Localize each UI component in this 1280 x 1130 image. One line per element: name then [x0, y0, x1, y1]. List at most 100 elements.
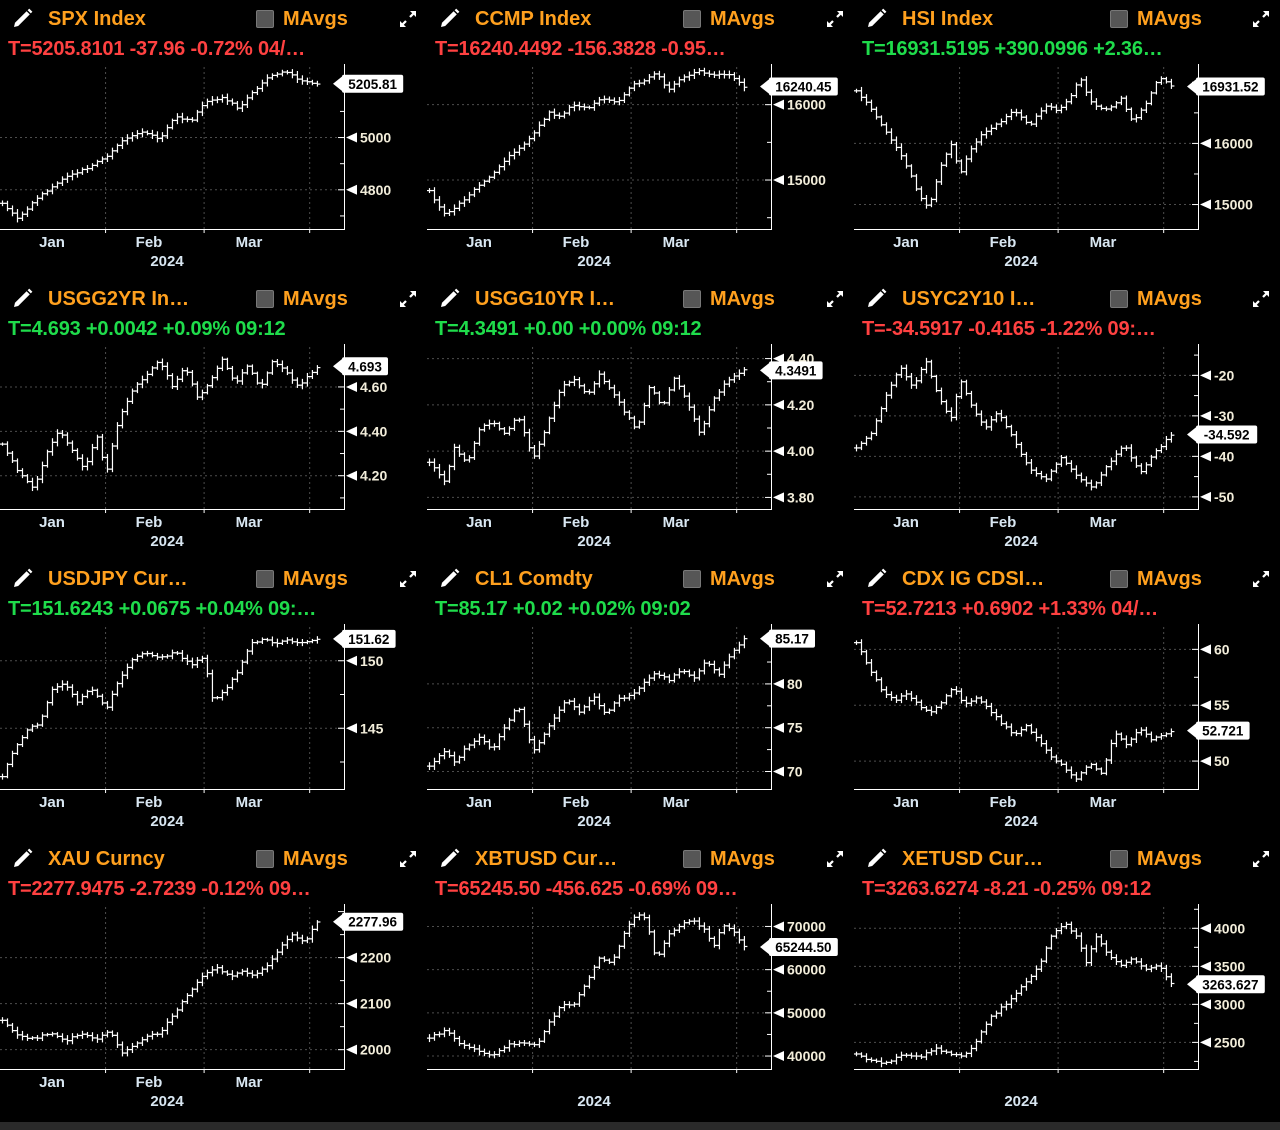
- ticker-title[interactable]: SPX Index: [48, 7, 146, 30]
- expand-arrows-icon[interactable]: [824, 8, 846, 30]
- price-chart[interactable]: 70000 60000 50000 40000 65244.50: [427, 903, 853, 1073]
- price-chart[interactable]: 16000 15000 16240.45: [427, 63, 853, 233]
- pencil-icon[interactable]: [437, 567, 461, 591]
- ticker-title[interactable]: USGG10YR I…: [475, 287, 616, 310]
- expand-arrows-icon[interactable]: [1250, 568, 1272, 590]
- ticker-title[interactable]: USYC2Y10 I…: [902, 287, 1036, 310]
- ticker-title[interactable]: HSI Index: [902, 7, 994, 30]
- mavgs-checkbox[interactable]: [683, 850, 701, 868]
- month-label: Feb: [135, 234, 163, 251]
- mavgs-checkbox[interactable]: [256, 10, 274, 28]
- pencil-icon[interactable]: [10, 7, 34, 31]
- mavgs-label: MAvgs: [1137, 567, 1202, 590]
- price-chart[interactable]: 80 75 70 85.17: [427, 623, 853, 793]
- pencil-icon[interactable]: [437, 7, 461, 31]
- expand-arrows-icon[interactable]: [397, 8, 419, 30]
- expand-arrows-icon[interactable]: [824, 568, 846, 590]
- pencil-icon[interactable]: [864, 847, 888, 871]
- expand-arrows-icon[interactable]: [397, 848, 419, 870]
- mavgs-checkbox[interactable]: [1110, 850, 1128, 868]
- mavgs-checkbox[interactable]: [1110, 10, 1128, 28]
- ticker-title[interactable]: XAU Curncy: [48, 847, 165, 870]
- x-axis: Jan Feb Mar 2024: [0, 793, 427, 840]
- svg-text:5205.81: 5205.81: [348, 77, 397, 92]
- expand-arrows-icon[interactable]: [1250, 288, 1272, 310]
- pencil-icon[interactable]: [10, 847, 34, 871]
- svg-text:16000: 16000: [1214, 135, 1253, 151]
- price-chart[interactable]: 150 145 151.62: [0, 623, 426, 793]
- ticker-title[interactable]: USGG2YR In…: [48, 287, 190, 310]
- pencil-icon[interactable]: [437, 287, 461, 311]
- svg-text:2000: 2000: [360, 1042, 391, 1058]
- ticker-title[interactable]: CDX IG CDSI…: [902, 567, 1045, 590]
- ticker-title[interactable]: CL1 Comdty: [475, 567, 593, 590]
- pencil-icon[interactable]: [10, 287, 34, 311]
- chart-panel-cl1: CL1 Comdty MAvgs T=85.17 +0.02 +0.02% 09…: [427, 560, 854, 840]
- expand-arrows-icon[interactable]: [1250, 848, 1272, 870]
- svg-text:3500: 3500: [1214, 958, 1245, 974]
- price-chart[interactable]: 16000 15000 16931.52: [854, 63, 1280, 233]
- price-chart[interactable]: 4000 3500 3000 2500 3263.627: [854, 903, 1280, 1073]
- mavgs-checkbox[interactable]: [683, 10, 701, 28]
- month-label: Jan: [466, 794, 492, 811]
- chart-panel-xetusd: XETUSD Cur… MAvgs T=3263.6274 -8.21 -0.2…: [854, 840, 1280, 1122]
- price-chart[interactable]: 60 55 50 52.721: [854, 623, 1280, 793]
- x-axis: Jan Feb Mar 2024: [427, 233, 854, 280]
- svg-text:4.00: 4.00: [787, 443, 814, 459]
- expand-arrows-icon[interactable]: [397, 288, 419, 310]
- panel-header: CDX IG CDSI… MAvgs: [854, 560, 1280, 595]
- mavgs-label: MAvgs: [710, 567, 775, 590]
- ticker-title[interactable]: XBTUSD Cur…: [475, 847, 618, 870]
- ticker-title[interactable]: USDJPY Cur…: [48, 567, 188, 590]
- svg-text:60000: 60000: [787, 962, 826, 978]
- panel-header: XETUSD Cur… MAvgs: [854, 840, 1280, 875]
- mavgs-checkbox[interactable]: [683, 290, 701, 308]
- price-chart[interactable]: -20 -30 -40 -50 -34.592: [854, 343, 1280, 513]
- quote-line: T=3263.6274 -8.21 -0.25% 09:12: [862, 878, 1152, 900]
- month-label: Mar: [662, 234, 690, 251]
- expand-arrows-icon[interactable]: [824, 848, 846, 870]
- ticker-title[interactable]: XETUSD Cur…: [902, 847, 1044, 870]
- month-label: Mar: [235, 234, 263, 251]
- ticker-title[interactable]: CCMP Index: [475, 7, 592, 30]
- x-axis: Jan Feb Mar 2024: [0, 1073, 427, 1121]
- pencil-icon[interactable]: [864, 7, 888, 31]
- mavgs-checkbox[interactable]: [683, 570, 701, 588]
- mavgs-checkbox[interactable]: [1110, 290, 1128, 308]
- quote-line: T=151.6243 +0.0675 +0.04% 09:…: [8, 598, 317, 620]
- mavgs-checkbox[interactable]: [1110, 570, 1128, 588]
- svg-text:4.20: 4.20: [360, 468, 387, 484]
- svg-text:4000: 4000: [1214, 920, 1245, 936]
- svg-text:2500: 2500: [1214, 1034, 1245, 1050]
- month-label: Mar: [235, 794, 263, 811]
- month-label: Jan: [39, 234, 65, 251]
- x-axis: Jan Feb Mar 2024: [427, 793, 854, 840]
- mavgs-checkbox[interactable]: [256, 570, 274, 588]
- svg-text:2277.96: 2277.96: [348, 915, 397, 930]
- price-chart[interactable]: 4.404.204.003.804.3491: [427, 343, 853, 513]
- expand-arrows-icon[interactable]: [1250, 8, 1272, 30]
- price-chart[interactable]: 5000 4800 5205.81: [0, 63, 426, 233]
- price-chart[interactable]: 2200 2100 2000 2277.96: [0, 903, 426, 1073]
- bottom-strip: [0, 1122, 1280, 1130]
- mavgs-label: MAvgs: [710, 7, 775, 30]
- svg-text:3000: 3000: [1214, 996, 1245, 1012]
- mavgs-checkbox[interactable]: [256, 290, 274, 308]
- svg-text:15000: 15000: [787, 172, 826, 188]
- price-chart[interactable]: 4.60 4.40 4.20 4.693: [0, 343, 426, 513]
- month-label: Mar: [662, 514, 690, 531]
- pencil-icon[interactable]: [864, 287, 888, 311]
- chart-panel-hsi: HSI Index MAvgs T=16931.5195 +390.0996 +…: [854, 0, 1280, 280]
- chart-panel-spx: SPX Index MAvgs T=5205.8101 -37.96 -0.72…: [0, 0, 427, 280]
- mavgs-checkbox[interactable]: [256, 850, 274, 868]
- month-label: Jan: [893, 234, 919, 251]
- chart-panel-usgg2yr: USGG2YR In… MAvgs T=4.693 +0.0042 +0.09%…: [0, 280, 427, 560]
- expand-arrows-icon[interactable]: [397, 568, 419, 590]
- pencil-icon[interactable]: [864, 567, 888, 591]
- svg-text:4800: 4800: [360, 182, 391, 198]
- pencil-icon[interactable]: [437, 847, 461, 871]
- chart-panel-xau: XAU Curncy MAvgs T=2277.9475 -2.7239 -0.…: [0, 840, 427, 1122]
- expand-arrows-icon[interactable]: [824, 288, 846, 310]
- pencil-icon[interactable]: [10, 567, 34, 591]
